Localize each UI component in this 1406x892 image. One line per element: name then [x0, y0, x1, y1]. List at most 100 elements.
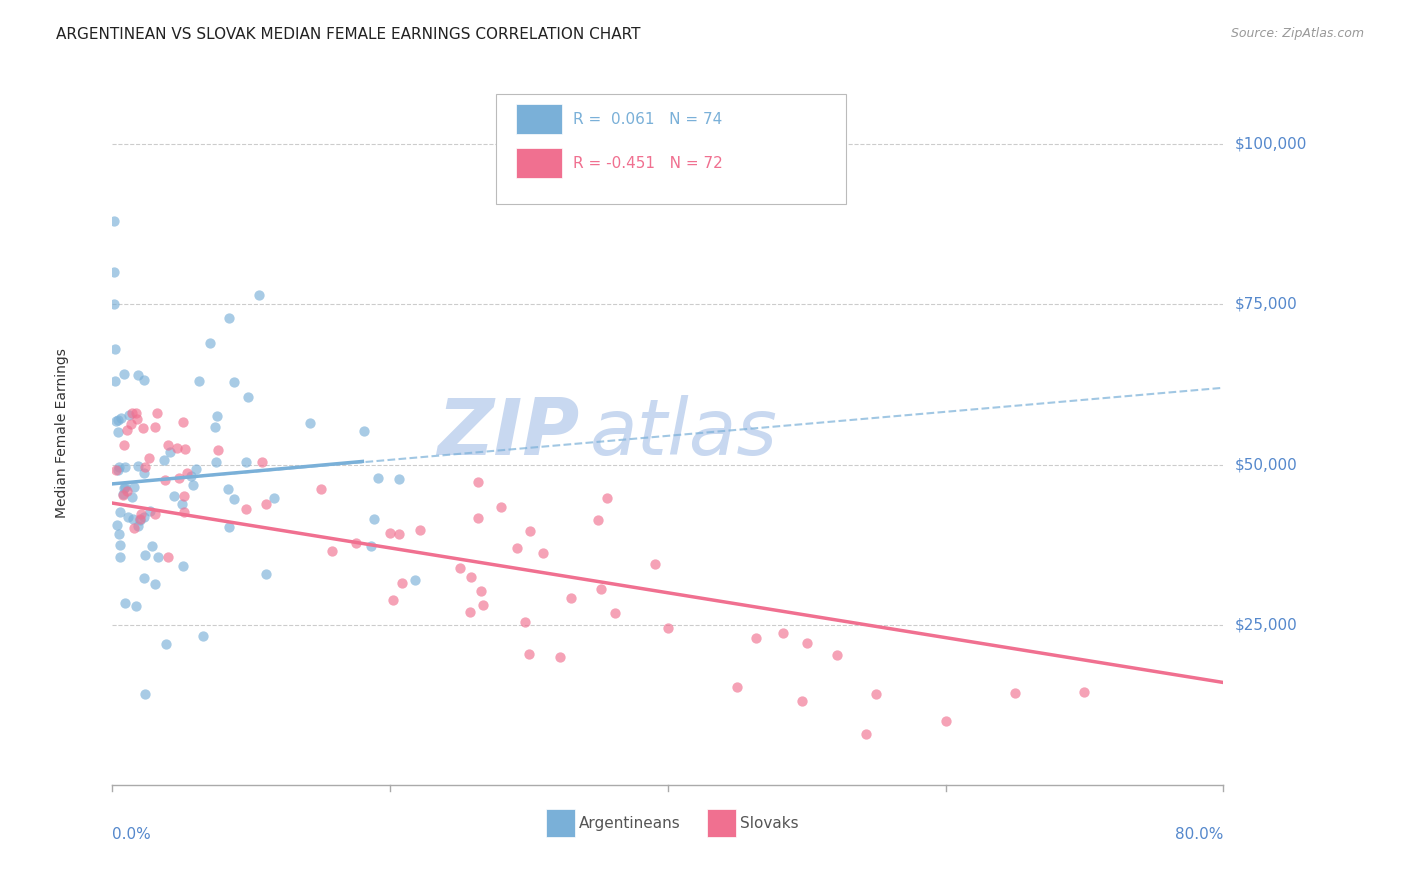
Point [1004, 685, 1026, 699]
Point [218, 520, 240, 534]
Point [934, 714, 956, 728]
Point [141, 540, 163, 554]
Text: 80.0%: 80.0% [1175, 827, 1223, 842]
Point [176, 467, 198, 481]
Point [167, 470, 190, 484]
Point [121, 406, 143, 420]
Point [153, 453, 176, 467]
FancyBboxPatch shape [496, 95, 845, 203]
Point [388, 526, 411, 541]
Text: ARGENTINEAN VS SLOVAK MEDIAN FEMALE EARNINGS CORRELATION CHART: ARGENTINEAN VS SLOVAK MEDIAN FEMALE EARN… [56, 27, 641, 42]
Point [108, 505, 131, 519]
Point [132, 420, 155, 434]
Point [263, 491, 285, 505]
Point [184, 462, 207, 476]
Point [1073, 685, 1095, 699]
Point [127, 519, 149, 533]
Point [550, 649, 572, 664]
Point [105, 414, 128, 428]
Point [129, 513, 152, 527]
Point [104, 463, 127, 477]
Point [254, 497, 277, 511]
Point [148, 549, 170, 564]
Point [391, 575, 413, 590]
Point [360, 539, 382, 553]
Point [129, 507, 152, 521]
Point [107, 413, 129, 427]
Text: $25,000: $25,000 [1234, 617, 1298, 632]
Point [188, 374, 211, 388]
Point [114, 596, 136, 610]
Point [353, 424, 375, 438]
Point [127, 459, 149, 474]
Text: $50,000: $50,000 [1234, 458, 1298, 472]
Point [796, 636, 818, 650]
Point [112, 368, 135, 382]
Point [173, 505, 195, 519]
Point [155, 637, 177, 651]
Point [725, 680, 748, 694]
Point [588, 513, 610, 527]
Point [138, 451, 160, 466]
Point [298, 416, 321, 430]
Point [108, 538, 131, 552]
Point [513, 615, 536, 629]
Point [589, 582, 612, 597]
Point [114, 480, 136, 494]
Point [103, 343, 125, 357]
Point [134, 687, 156, 701]
Point [644, 557, 666, 571]
Point [114, 459, 136, 474]
Text: 0.0%: 0.0% [112, 827, 152, 842]
Point [222, 491, 245, 506]
Point [603, 606, 626, 620]
Point [143, 420, 166, 434]
Point [238, 390, 260, 404]
Point [344, 535, 367, 549]
Point [115, 483, 138, 498]
Point [172, 498, 194, 512]
Point [108, 460, 131, 475]
Point [467, 475, 489, 489]
FancyBboxPatch shape [546, 809, 575, 837]
FancyBboxPatch shape [707, 809, 735, 837]
Text: Argentineans: Argentineans [579, 816, 681, 831]
Point [174, 442, 197, 457]
Point [143, 507, 166, 521]
Point [104, 375, 127, 389]
Point [121, 490, 143, 504]
Point [112, 488, 135, 502]
Point [115, 423, 138, 437]
Point [181, 477, 204, 491]
Point [132, 467, 155, 481]
Point [180, 469, 202, 483]
Text: $75,000: $75,000 [1234, 297, 1298, 312]
Point [467, 511, 489, 525]
Point [449, 560, 471, 574]
Point [235, 502, 257, 516]
Point [865, 687, 887, 701]
Point [217, 482, 239, 496]
Point [120, 417, 142, 432]
Point [121, 512, 143, 526]
Text: atlas: atlas [591, 394, 778, 471]
Point [172, 416, 194, 430]
Text: Median Female Earnings: Median Female Earnings [55, 348, 69, 517]
Text: R = -0.451   N = 72: R = -0.451 N = 72 [574, 156, 723, 171]
Point [657, 621, 679, 635]
Point [134, 509, 156, 524]
Point [560, 591, 582, 606]
Point [173, 489, 195, 503]
Point [112, 438, 135, 452]
Point [380, 525, 402, 540]
Point [382, 593, 405, 607]
Point [146, 406, 169, 420]
Point [790, 694, 813, 708]
Point [153, 473, 176, 487]
Point [827, 648, 849, 663]
Point [107, 462, 129, 476]
FancyBboxPatch shape [516, 148, 562, 178]
Point [460, 570, 482, 584]
Point [388, 472, 411, 486]
Point [247, 288, 270, 302]
